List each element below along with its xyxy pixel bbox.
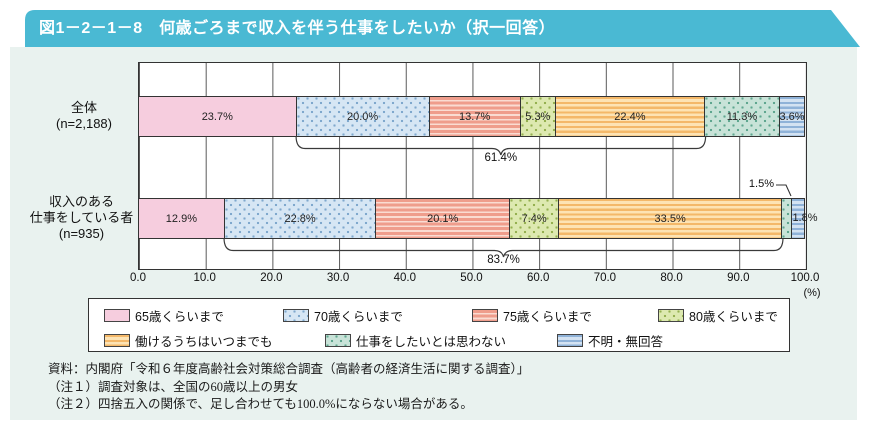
bracket-total-label: 61.4%	[484, 152, 518, 164]
axis-tick-label: 90.0	[727, 272, 750, 284]
bar-segment: 7.4%	[510, 199, 560, 238]
bar-segment: 20.1%	[376, 199, 511, 238]
legend-item: 75歳くらいまで	[472, 305, 592, 325]
legend-item-label: 80歳くらいまで	[689, 309, 778, 324]
legend-item-label: 65歳くらいまで	[135, 309, 224, 324]
figure-title-banner: 図1－2－1－8 何歳ごろまで収入を伴う仕事をしたいか（択一回答）	[25, 10, 860, 47]
category-label-line: 全体	[70, 100, 97, 115]
segment-value-label: 20.0%	[346, 110, 379, 123]
bar-segment: 23.7%	[139, 97, 297, 136]
bar-segment: 33.5%	[559, 199, 783, 238]
legend-swatch	[283, 308, 309, 322]
bar-row: 12.9% 22.8% 20.1% 7.4% 33.5%	[138, 198, 805, 239]
segment-value-label: 23.7%	[201, 110, 233, 123]
segment-value-label: 5.3%	[525, 110, 551, 123]
bar-row: 23.7% 20.0% 13.7% 5.3% 22.4% 11.3% 3.6%	[138, 96, 805, 137]
segment-value-label: 13.7%	[459, 110, 491, 123]
legend-item-label: 不明・無回答	[588, 334, 664, 349]
legend-swatch	[325, 333, 351, 347]
segment-value-label: 7.4%	[521, 212, 547, 225]
legend-swatch	[557, 333, 583, 347]
axis-tick-label: 50.0	[460, 272, 483, 284]
axis-tick-label: 40.0	[393, 272, 416, 284]
axis-tick-label: 70.0	[593, 272, 617, 284]
banner-shape	[25, 10, 860, 47]
segment-value-label: 22.4%	[614, 110, 646, 123]
legend-swatch	[658, 308, 684, 322]
bar-segment: 22.8%	[224, 199, 377, 238]
footer-notes: 資料：内閣府「令和６年度高齢社会対策総合調査（高齢者の経済生活に関する調査）」 …	[48, 361, 529, 414]
axis-tick-label: 60.0	[526, 272, 550, 284]
axis-tick-label: 100.0	[790, 272, 820, 284]
bar-segment: 20.0%	[296, 97, 430, 136]
category-label: 収入のある 仕事をしている者 (n=935)	[25, 194, 138, 242]
bar-segment: 22.4%	[555, 97, 705, 136]
axis-tick-label: 0.0	[130, 272, 146, 284]
legend-item-label: 70歳くらいまで	[314, 309, 403, 324]
segment-value-label: 12.9%	[165, 212, 197, 225]
bar-segment	[791, 199, 804, 238]
legend-item: 不明・無回答	[557, 330, 663, 350]
category-label-line: 仕事をしている者	[29, 210, 134, 225]
figure-title: 図1－2－1－8 何歳ごろまで収入を伴う仕事をしたいか（択一回答）	[39, 20, 556, 37]
legend-swatch	[104, 333, 130, 347]
legend-item-label: 仕事をしたいとは思わない	[356, 334, 507, 349]
category-label-line: 収入のある	[48, 194, 114, 209]
segment-value-label: 20.1%	[427, 212, 459, 225]
legend-item: 80歳くらいまで	[658, 305, 778, 325]
segment-value-label: 11.3%	[726, 110, 758, 123]
legend-swatch	[104, 308, 130, 322]
bar-segment: 12.9%	[139, 199, 225, 238]
note-2: （注２）四捨五入の関係で、足し合わせても100.0%にならない場合がある。	[48, 397, 473, 411]
segment-value-label: 1.8%	[792, 211, 818, 224]
legend-item: 働けるうちはいつまでも	[104, 330, 273, 350]
legend: 65歳くらいまで 70歳くらいまで 75歳くらいまで 80歳くらいまで働けるうちはいつ…	[88, 298, 790, 352]
bar-segment: 11.3%	[704, 97, 781, 136]
bar-segment: 5.3%	[520, 97, 556, 136]
axis-tick-label: 10.0	[193, 272, 216, 284]
segment-value-label: 33.5%	[654, 212, 686, 225]
axis-tick-label: 30.0	[326, 272, 350, 284]
axis-tick-label: 80.0	[660, 272, 683, 284]
bar-segment: 3.6%	[779, 97, 805, 136]
legend-item: 70歳くらいまで	[283, 305, 403, 325]
note-1: （注１）調査対象は、全国の60歳以上の男女	[48, 379, 299, 394]
legend-item-label: 働けるうちはいつまでも	[135, 334, 273, 349]
category-label: 全体 (n=2,188)	[30, 100, 138, 132]
axis-tick-label: 20.0	[260, 272, 283, 284]
axis-unit-label: (%)	[803, 287, 821, 299]
legend-item: 65歳くらいまで	[104, 305, 224, 325]
segment-value-label: 22.8%	[284, 212, 316, 225]
bar-segment	[782, 199, 792, 238]
bar-segment: 13.7%	[429, 97, 521, 136]
legend-item-label: 75歳くらいまで	[503, 309, 592, 324]
bracket-total-label: 83.7%	[487, 254, 520, 266]
source-line: 資料：内閣府「令和６年度高齢社会対策総合調査（高齢者の経済生活に関する調査）」	[48, 362, 530, 376]
legend-swatch	[472, 308, 498, 322]
category-label-line: (n=2,188)	[55, 116, 112, 131]
category-label-line: (n=935)	[58, 226, 105, 241]
segment-value-callout: 1.5%	[748, 178, 774, 190]
segment-value-label: 3.6%	[779, 110, 805, 123]
legend-item: 仕事をしたいとは思わない	[325, 330, 506, 350]
